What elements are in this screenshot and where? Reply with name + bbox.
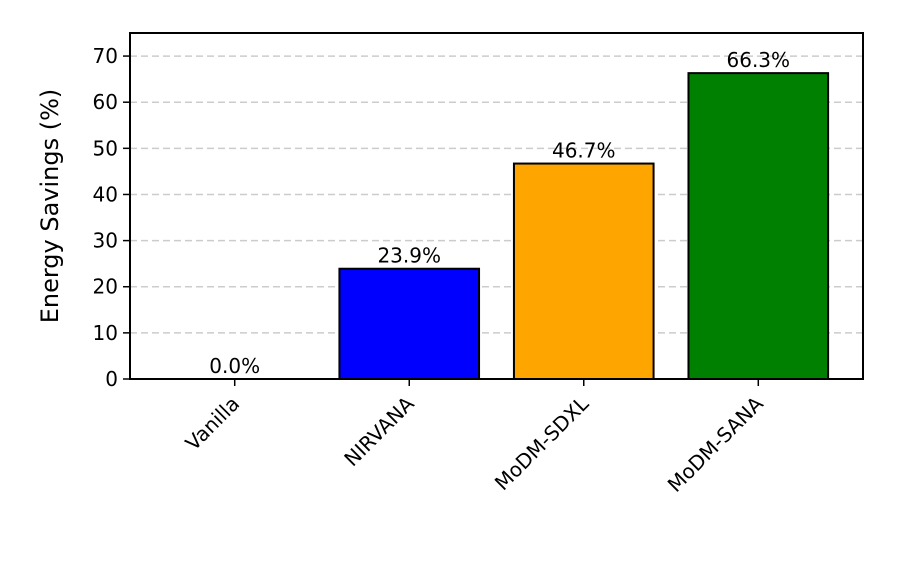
- y-tick-label: 30: [93, 229, 118, 253]
- x-tick-label: Vanilla: [181, 392, 245, 456]
- bar: [687, 72, 830, 381]
- value-label: 23.9%: [377, 244, 441, 268]
- x-tick-label: MoDM-SDXL: [490, 391, 594, 495]
- value-label: 66.3%: [727, 48, 791, 72]
- x-tick-label: MoDM-SANA: [663, 391, 768, 496]
- y-tick-label: 50: [93, 136, 118, 160]
- y-tick-label: 10: [93, 321, 118, 345]
- y-tick-label: 60: [93, 90, 118, 114]
- y-tick-label: 0: [105, 367, 118, 391]
- value-label: 46.7%: [552, 139, 616, 163]
- y-tick-label: 70: [93, 44, 118, 68]
- bar: [338, 267, 481, 380]
- plot-frame: [129, 32, 864, 380]
- value-label: 0.0%: [209, 354, 260, 378]
- y-axis-label: Energy Savings (%): [36, 89, 64, 324]
- y-tick-label: 40: [93, 182, 118, 206]
- y-tick-label: 20: [93, 275, 118, 299]
- x-tick-label: NIRVANA: [339, 391, 419, 471]
- bar: [512, 162, 655, 380]
